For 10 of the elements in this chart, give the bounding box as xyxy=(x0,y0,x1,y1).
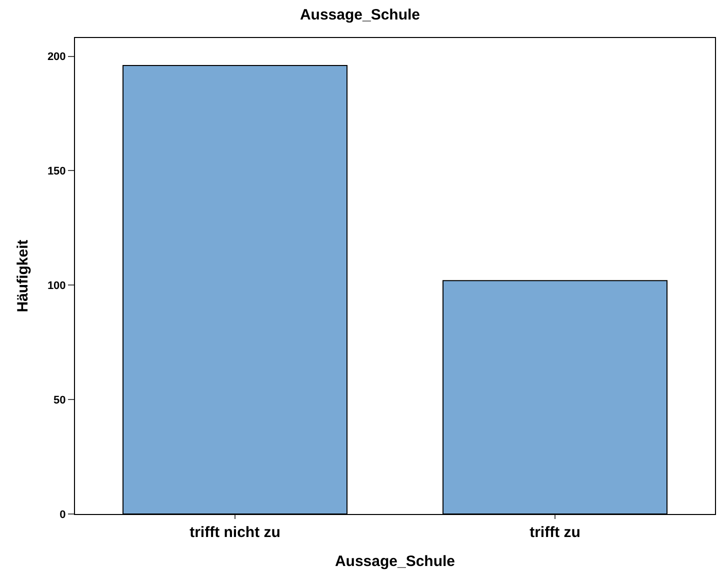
x-tick-label: trifft zu xyxy=(530,524,580,541)
y-tick-label: 100 xyxy=(47,280,66,292)
y-tick-label: 0 xyxy=(60,508,66,521)
y-tick-label: 50 xyxy=(54,394,66,406)
x-tick-label: trifft nicht zu xyxy=(190,524,280,541)
y-tick-label: 150 xyxy=(47,166,66,178)
x-axis-title: Aussage_Schule xyxy=(334,553,456,570)
chart-title: Aussage_Schule xyxy=(300,6,420,24)
y-tick-label: 200 xyxy=(47,51,66,64)
y-axis-title: Häufigkeit xyxy=(14,240,32,312)
